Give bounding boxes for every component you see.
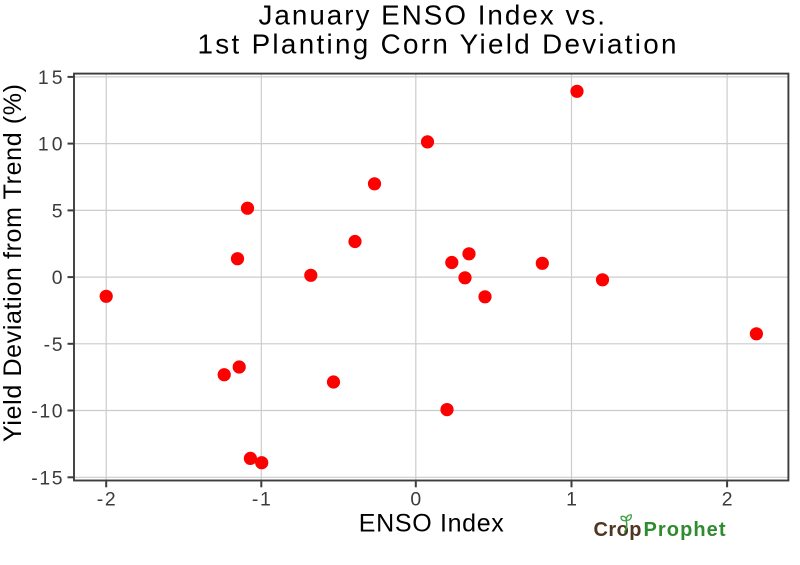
svg-text:5: 5 <box>52 201 63 223</box>
svg-text:0: 0 <box>410 489 421 511</box>
svg-text:2: 2 <box>722 489 733 511</box>
svg-text:1: 1 <box>566 489 577 511</box>
svg-text:-10: -10 <box>31 401 62 423</box>
svg-text:-5: -5 <box>44 334 63 356</box>
svg-text:ENSO Index: ENSO Index <box>359 510 505 538</box>
svg-text:Crop: Crop <box>594 519 642 541</box>
svg-text:Prophet: Prophet <box>644 519 726 541</box>
svg-text:-15: -15 <box>31 467 62 489</box>
svg-text:Yield Deviation from Trend (%): Yield Deviation from Trend (%) <box>0 84 27 442</box>
svg-text:-2: -2 <box>97 489 116 511</box>
svg-text:0: 0 <box>52 267 63 289</box>
svg-text:January ENSO Index vs.: January ENSO Index vs. <box>259 0 606 31</box>
svg-text:-1: -1 <box>252 489 271 511</box>
